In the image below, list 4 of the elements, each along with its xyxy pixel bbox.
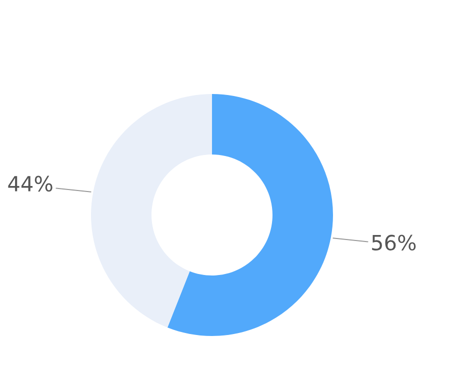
- data-label: 56%: [372, 234, 416, 251]
- data-label: 44%: [8, 176, 52, 192]
- donut-slice: [91, 94, 212, 328]
- donut-slice: [167, 94, 333, 336]
